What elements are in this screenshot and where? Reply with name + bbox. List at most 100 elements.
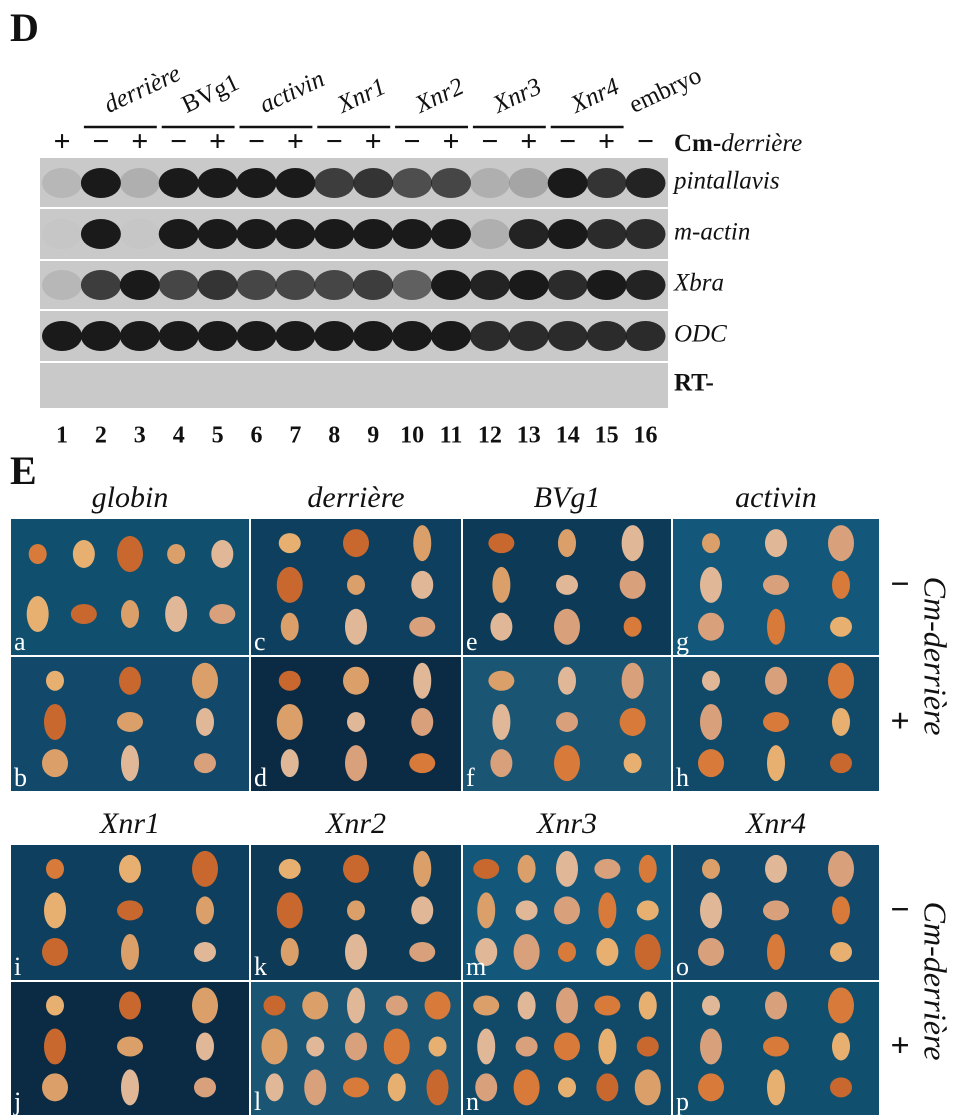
embryo: [832, 570, 850, 599]
band: [236, 168, 277, 198]
embryo: [700, 566, 722, 603]
band: [314, 321, 355, 351]
band: [469, 270, 510, 300]
embryo: [413, 850, 432, 887]
band: [586, 321, 627, 351]
band: [353, 321, 394, 351]
embryo: [702, 858, 720, 879]
lane-number: 4: [173, 423, 185, 449]
embryo: [638, 991, 657, 1020]
embryo: [280, 937, 299, 966]
band: [119, 168, 160, 198]
embryo: [306, 1036, 325, 1057]
lane-number: 14: [556, 423, 580, 449]
side-sign: −: [890, 566, 909, 603]
embryo: [832, 896, 850, 925]
embryo: [619, 707, 646, 736]
embryo: [347, 711, 365, 732]
embryo: [42, 749, 68, 778]
row-label: Xbra: [673, 270, 724, 297]
embryo: [767, 933, 785, 970]
embryo: [345, 933, 367, 970]
column-label: Xnr3: [536, 807, 597, 840]
embryo: [211, 540, 234, 568]
panel-letter: f: [466, 763, 475, 792]
band: [508, 321, 549, 351]
embryo: [411, 707, 434, 736]
embryo: [42, 1073, 68, 1102]
sign: −: [248, 125, 265, 158]
group-label: BVg1: [178, 69, 244, 119]
sign: +: [53, 125, 70, 158]
panel-letter: g: [676, 627, 689, 656]
embryo: [623, 616, 642, 637]
sign: +: [598, 125, 615, 158]
sign: −: [559, 125, 576, 158]
embryo: [46, 995, 64, 1016]
band: [42, 270, 82, 300]
side-sign: +: [890, 703, 909, 740]
embryo: [700, 892, 722, 929]
embryo: [619, 570, 646, 599]
embryo: [343, 1077, 369, 1098]
embryo: [594, 858, 621, 879]
embryo: [477, 892, 496, 929]
band: [236, 219, 277, 249]
embryo: [26, 596, 49, 632]
embryo: [70, 604, 97, 624]
band: [469, 168, 510, 198]
band: [158, 321, 199, 351]
embryo: [343, 854, 369, 883]
embryo: [556, 987, 578, 1024]
panel-letter: l: [254, 1087, 261, 1116]
embryo: [209, 604, 236, 624]
panel-letter: b: [14, 763, 27, 792]
embryo: [828, 850, 854, 887]
embryo: [698, 612, 724, 641]
embryo: [121, 600, 139, 628]
band: [42, 321, 82, 351]
embryo: [515, 900, 538, 921]
lane-number: 12: [478, 423, 502, 449]
embryo: [196, 1032, 214, 1061]
embryo: [594, 995, 621, 1016]
embryo: [638, 854, 657, 883]
embryo: [409, 941, 436, 962]
embryo: [830, 941, 852, 962]
embryo: [343, 666, 369, 695]
embryo: [345, 608, 367, 645]
embryo: [763, 574, 789, 595]
embryo: [304, 1069, 327, 1106]
embryo: [763, 711, 789, 732]
embryo: [517, 854, 536, 883]
embryo: [411, 570, 434, 599]
embryo: [278, 858, 301, 879]
embryo: [700, 1028, 722, 1065]
embryo: [383, 1028, 410, 1065]
band: [469, 321, 510, 351]
band: [314, 219, 355, 249]
band: [508, 270, 549, 300]
embryo: [192, 662, 218, 699]
sign: −: [170, 125, 187, 158]
band: [80, 321, 121, 351]
lane-number: 9: [367, 423, 379, 449]
embryo: [428, 1036, 447, 1057]
embryo: [343, 529, 369, 558]
embryo: [28, 544, 47, 564]
embryo: [765, 666, 787, 695]
embryo: [598, 892, 617, 929]
embryo: [121, 1069, 139, 1106]
embryo: [554, 1032, 580, 1061]
band: [275, 270, 316, 300]
embryo: [42, 937, 68, 966]
band: [120, 219, 160, 249]
band: [197, 321, 238, 351]
band: [119, 270, 160, 300]
band: [236, 270, 277, 300]
band: [547, 219, 588, 249]
embryo: [473, 995, 500, 1016]
embryo: [196, 707, 214, 736]
embryo: [767, 608, 785, 645]
embryo: [475, 937, 498, 966]
